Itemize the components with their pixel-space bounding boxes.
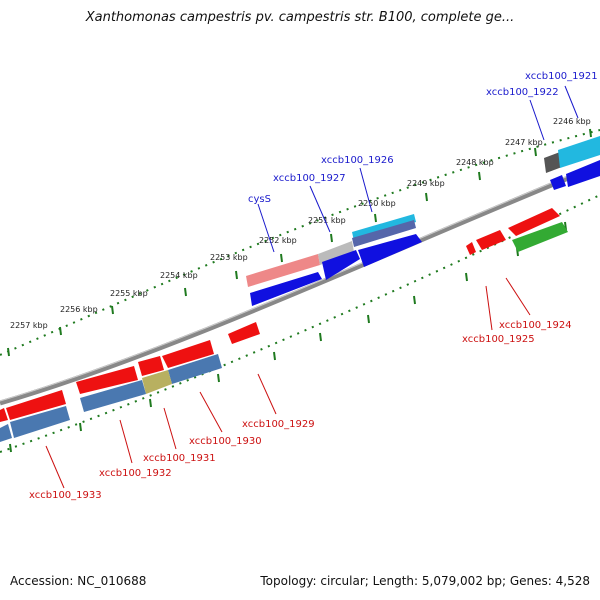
- cds-reverse-1931: [138, 356, 164, 376]
- gene-label-xccb100-1931: xccb100_1931: [143, 453, 216, 464]
- kbp-label-2256: 2256 kbp: [60, 305, 98, 314]
- feature-xccb100-1922: [544, 152, 562, 173]
- gene-label-xccb100-1924: xccb100_1924: [499, 320, 572, 331]
- kbp-label-2250: 2250 kbp: [358, 199, 396, 208]
- feature-steelblue-2: [80, 380, 146, 412]
- cds-reverse-1925a: [476, 230, 506, 250]
- kbp-label-2257: 2257 kbp: [10, 321, 48, 330]
- feature-steelblue-1: [168, 354, 222, 384]
- kbp-label-2247: 2247 kbp: [505, 138, 543, 147]
- gene-label-xccb100-1921: xccb100_1921: [525, 71, 598, 82]
- kbp-label-2251: 2251 kbp: [308, 216, 346, 225]
- reverse-features: [0, 208, 568, 442]
- feature-cysS: [246, 254, 320, 287]
- feature-steelblue-edge: [0, 424, 12, 442]
- cds-reverse-1932: [76, 366, 138, 394]
- feature-xccb100-1926-band: [352, 220, 416, 247]
- forward-leaders: [257, 85, 579, 253]
- genome-backbone-highlight: [0, 162, 600, 402]
- forward-features: [246, 136, 600, 306]
- feature-xccb100-1927: [318, 241, 354, 265]
- gene-label-xccb100-1927: xccb100_1927: [273, 173, 346, 184]
- map-title: Xanthomonas campestris pv. campestris st…: [85, 10, 515, 25]
- cds-reverse-1925b: [466, 242, 476, 255]
- cds-forward-3: [358, 234, 422, 267]
- cds-reverse-edge: [0, 408, 8, 422]
- accession-text: Accession: NC_010688: [10, 574, 147, 588]
- gene-label-xccb100-1929: xccb100_1929: [242, 419, 315, 430]
- genome-backbone: [0, 162, 600, 406]
- gene-label-xccb100-1926: xccb100_1926: [321, 155, 394, 166]
- inner-major-ticks: [9, 221, 567, 453]
- gene-label-xccb100-1922: xccb100_1922: [486, 87, 559, 98]
- gene-label-xccb100-1930: xccb100_1930: [189, 436, 262, 447]
- gene-label-xccb100-1925: xccb100_1925: [462, 334, 535, 345]
- cds-reverse-1930: [162, 340, 214, 368]
- outer-tick-track: [0, 129, 600, 356]
- kbp-label-2254: 2254 kbp: [160, 271, 198, 280]
- gene-label-cysS: cysS: [248, 194, 271, 205]
- feature-xccb100-1921: [558, 136, 600, 168]
- cds-forward-2: [322, 250, 360, 280]
- cds-forward-1: [250, 272, 322, 306]
- feature-olive: [142, 370, 172, 394]
- kbp-label-2249: 2249 kbp: [407, 179, 445, 188]
- kbp-label-2253: 2253 kbp: [210, 253, 248, 262]
- cds-reverse-1924: [508, 208, 560, 236]
- genome-summary-text: Topology: circular; Length: 5,079,002 bp…: [260, 574, 590, 588]
- reverse-leaders: [45, 277, 531, 489]
- cds-forward-4: [550, 175, 566, 190]
- cds-reverse-1933: [6, 390, 66, 420]
- gene-label-xccb100-1932: xccb100_1932: [99, 468, 172, 479]
- gene-label-xccb100-1933: xccb100_1933: [29, 490, 102, 501]
- cds-forward-5: [566, 160, 600, 187]
- outer-major-ticks: [7, 128, 592, 357]
- kbp-label-2252: 2252 kbp: [259, 236, 297, 245]
- cds-reverse-1929: [228, 322, 260, 344]
- feature-green: [512, 222, 568, 252]
- kbp-label-2255: 2255 kbp: [110, 289, 148, 298]
- kbp-label-2246: 2246 kbp: [553, 117, 591, 126]
- feature-steelblue-3: [10, 406, 70, 438]
- kbp-label-2248: 2248 kbp: [456, 158, 494, 167]
